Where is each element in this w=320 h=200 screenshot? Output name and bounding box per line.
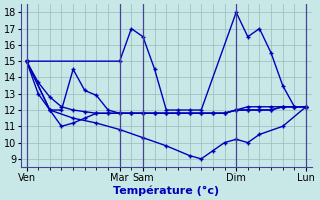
X-axis label: Température (°c): Température (°c) [113, 185, 219, 196]
